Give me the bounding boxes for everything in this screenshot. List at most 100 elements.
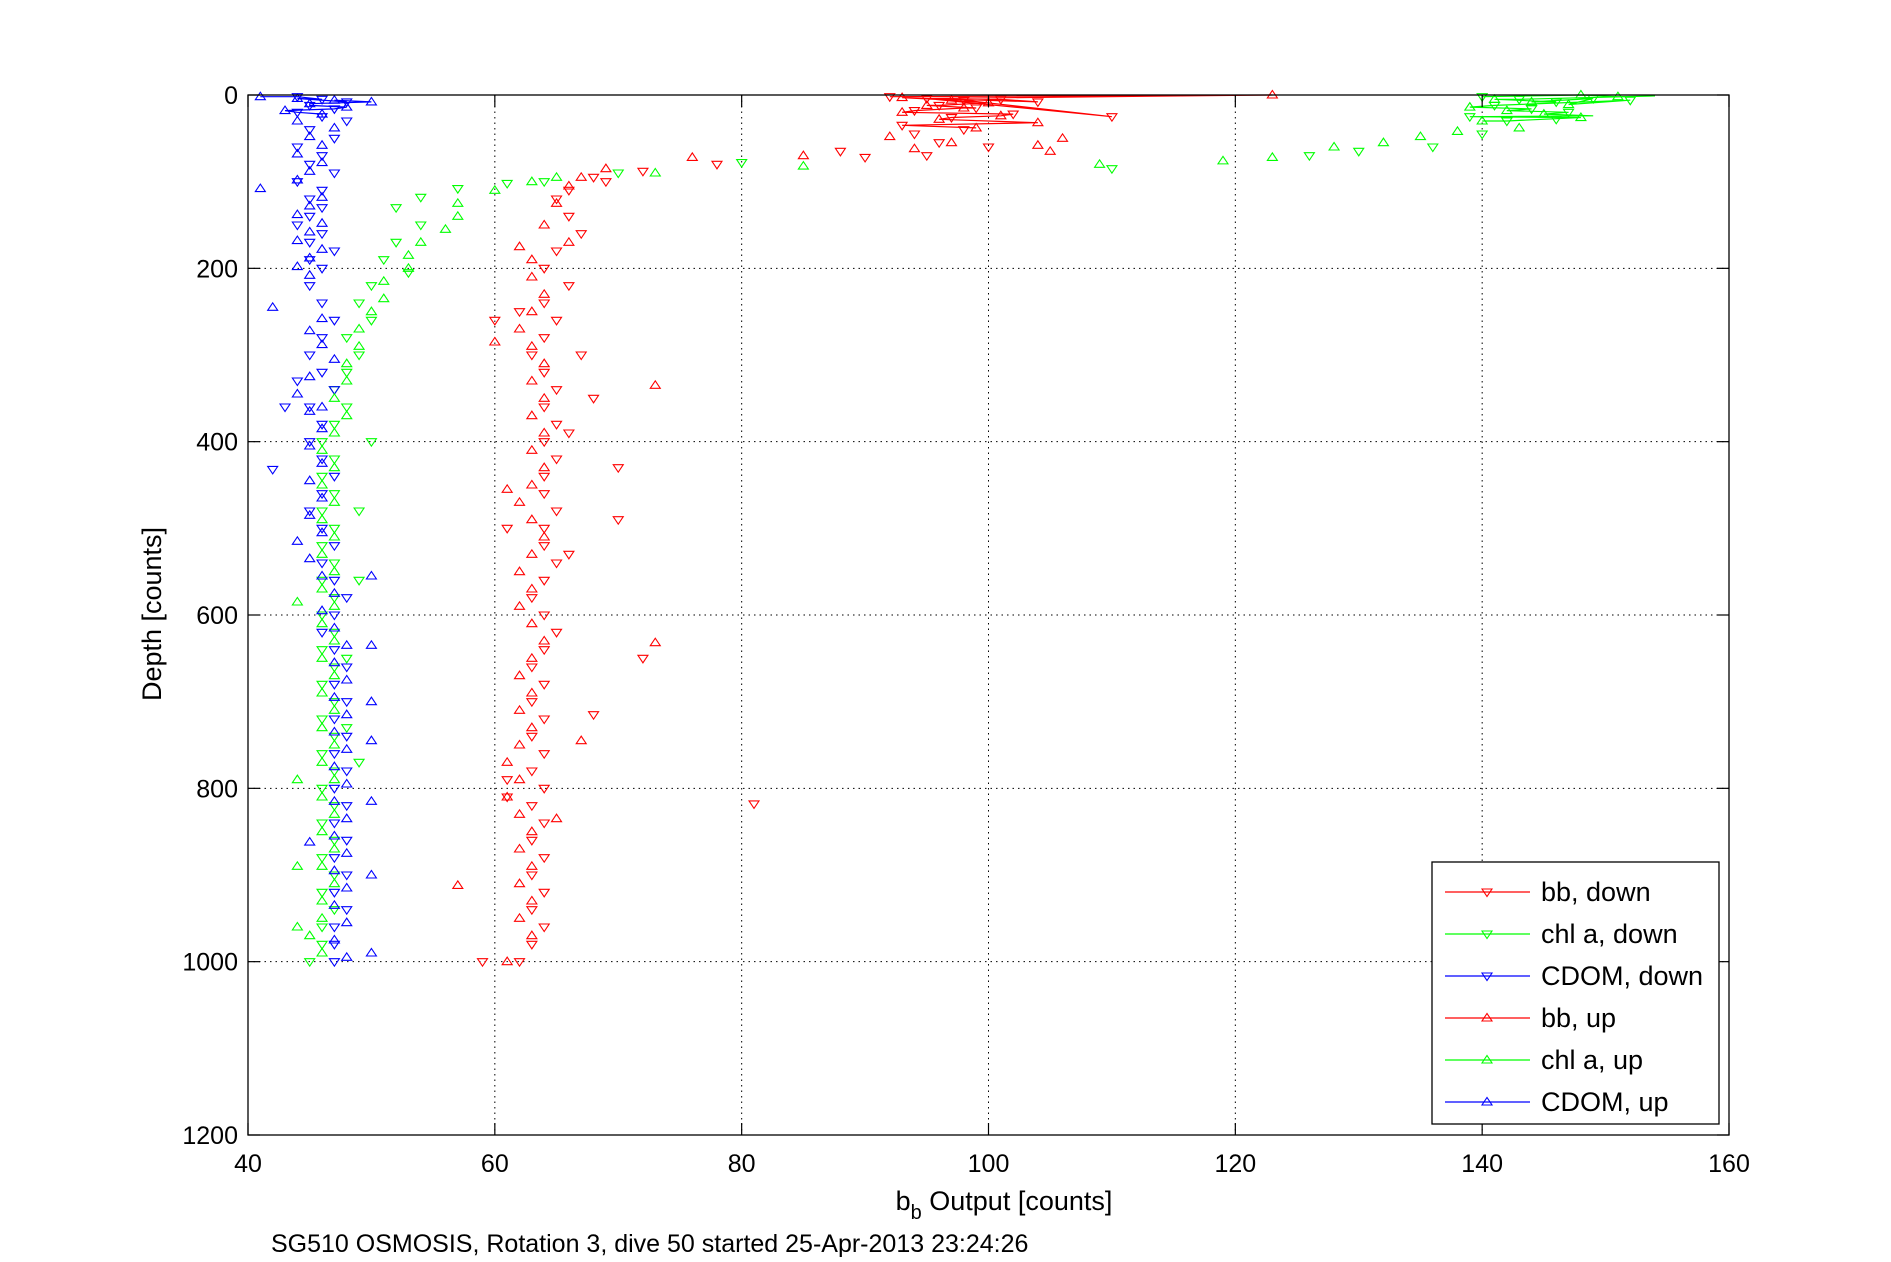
data-point [538, 264, 551, 274]
data-point [316, 299, 329, 309]
data-point [328, 559, 341, 569]
data-point [328, 353, 341, 363]
data-point [933, 101, 946, 111]
data-point [328, 94, 341, 104]
data-point [303, 238, 316, 248]
data-point [316, 157, 329, 167]
data-point [501, 956, 514, 966]
data-point [340, 101, 353, 111]
data-point [501, 756, 514, 766]
data-point [328, 427, 341, 437]
data-point [414, 193, 427, 203]
data-point [1500, 117, 1513, 127]
data-point [513, 308, 526, 318]
data-point [328, 628, 341, 638]
data-point [328, 524, 341, 534]
data-point [1463, 101, 1476, 111]
data-point [291, 774, 304, 784]
data-point [513, 739, 526, 749]
data-point [550, 507, 563, 517]
data-point [316, 819, 329, 829]
data-point [291, 209, 304, 219]
data-point [291, 388, 304, 398]
data-point [303, 930, 316, 940]
data-point [303, 440, 316, 450]
data-point [303, 200, 316, 210]
data-point [550, 420, 563, 430]
data-point [316, 576, 329, 586]
tick-layer: 40 60 80 100 120 140 160 0 200 400 600 800 1000 1200 [182, 82, 1749, 1178]
y-axis-title: Depth [counts] [137, 527, 167, 701]
data-point [328, 680, 341, 690]
data-point [316, 423, 329, 433]
data-point [1476, 115, 1489, 125]
data-point [538, 368, 551, 378]
data-point [291, 596, 304, 606]
data-point [377, 275, 390, 285]
data-point [353, 758, 366, 768]
data-point [328, 455, 341, 465]
data-point [414, 236, 427, 246]
x-tick-label: 60 [481, 1150, 509, 1178]
data-point [303, 160, 316, 170]
data-point [538, 178, 551, 188]
data-point [538, 646, 551, 656]
data-point [414, 221, 427, 231]
data-point [316, 264, 329, 274]
data-point [1328, 141, 1341, 151]
data-point [945, 137, 958, 147]
data-point [340, 917, 353, 927]
data-point [316, 524, 329, 534]
data-point [1377, 137, 1390, 147]
data-point [550, 386, 563, 396]
data-point [316, 826, 329, 836]
data-point [340, 654, 353, 664]
data-point [328, 726, 341, 736]
data-point [316, 559, 329, 569]
data-point [538, 680, 551, 690]
data-point [562, 236, 575, 246]
data-point [550, 813, 563, 823]
data-point [328, 420, 341, 430]
data-point [525, 826, 538, 836]
data-point [501, 793, 514, 803]
data-point [575, 735, 588, 745]
data-point [340, 778, 353, 788]
data-point [328, 472, 341, 482]
data-point [1303, 152, 1316, 162]
series-5 [254, 91, 378, 961]
data-point [501, 483, 514, 493]
data-point [550, 247, 563, 257]
data-point [278, 403, 292, 413]
data-point [538, 715, 551, 725]
data-point [316, 605, 329, 615]
data-point [328, 923, 341, 933]
data-point [353, 323, 366, 333]
data-point [291, 235, 304, 245]
data-point [328, 865, 341, 875]
data-point [316, 784, 329, 794]
data-point [575, 171, 588, 181]
data-point [538, 542, 551, 552]
data-point [340, 403, 353, 413]
data-point [896, 106, 909, 116]
data-point [316, 527, 329, 537]
data-point [525, 940, 538, 950]
data-point [945, 113, 958, 124]
data-point [970, 104, 983, 114]
data-point [365, 438, 378, 448]
data-point [488, 316, 501, 326]
data-point [525, 871, 538, 881]
data-point [316, 756, 329, 766]
data-point [525, 479, 538, 489]
data-point [328, 795, 341, 805]
data-point [316, 438, 329, 448]
legend-marker [1480, 888, 1494, 898]
data-point [562, 282, 575, 292]
data-point [291, 108, 304, 118]
data-point [525, 375, 538, 385]
data-point [316, 652, 329, 662]
data-point [340, 674, 353, 684]
data-point [550, 195, 563, 205]
data-point [291, 174, 304, 184]
